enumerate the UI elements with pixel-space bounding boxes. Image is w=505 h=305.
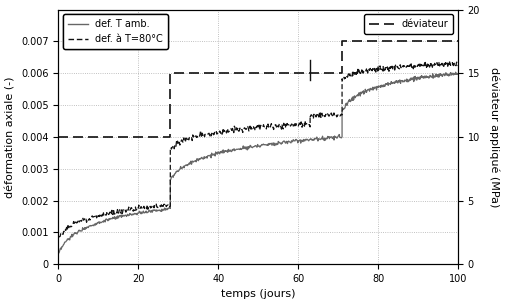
Y-axis label: déviateur appliqué (MPa): déviateur appliqué (MPa) <box>489 67 499 207</box>
X-axis label: temps (jours): temps (jours) <box>221 289 295 300</box>
Legend: def. T amb., def. à T=80°C: def. T amb., def. à T=80°C <box>63 14 168 49</box>
Legend: déviateur: déviateur <box>365 14 453 34</box>
Y-axis label: déformation axiale (-): déformation axiale (-) <box>6 76 16 198</box>
